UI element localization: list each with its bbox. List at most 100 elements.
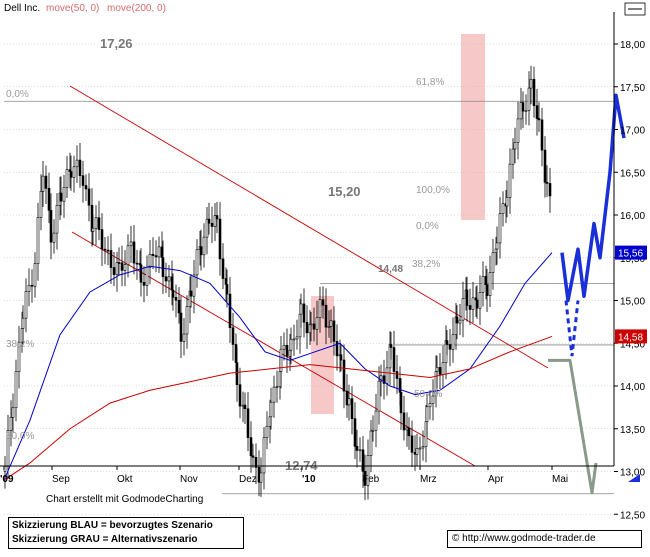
candle-body — [461, 298, 465, 321]
candle-body — [537, 118, 541, 121]
candle-body — [94, 217, 98, 229]
trend-line-lower — [71, 231, 476, 467]
candlesticks — [3, 65, 552, 501]
y-tick-label: 17,50 — [620, 83, 645, 94]
x-tick-label: Dez — [239, 474, 257, 485]
x-tick-label: '10 — [302, 474, 316, 485]
candle-body — [157, 246, 161, 258]
x-tick-label: Okt — [117, 474, 133, 485]
candle-body — [505, 197, 509, 207]
candle-body — [210, 222, 214, 227]
candle-body — [431, 395, 435, 404]
candle-body — [318, 299, 322, 318]
fib-label: 61,8% — [416, 77, 444, 88]
candle-body — [55, 205, 59, 234]
candle-body — [418, 447, 422, 450]
candle-body — [72, 166, 76, 178]
candle-body — [100, 229, 104, 250]
candle-body — [395, 371, 399, 379]
candle-body — [315, 317, 319, 330]
candle-body — [49, 210, 53, 243]
candle-body — [363, 471, 367, 486]
candle-body — [24, 291, 28, 319]
legend-ma50: move(50, 0) — [46, 3, 99, 14]
fib-label: 0,0% — [6, 89, 29, 100]
candle-body — [455, 316, 459, 324]
candle-body — [379, 375, 383, 382]
candle-body — [195, 249, 199, 276]
candle-body — [235, 362, 239, 385]
candle-body — [17, 341, 21, 372]
candle-body — [205, 218, 209, 238]
candle-body — [339, 354, 343, 361]
candle-body — [324, 304, 328, 328]
candle-body — [415, 448, 419, 455]
candle-body — [269, 401, 273, 418]
candle-body — [458, 319, 462, 324]
candle-body — [69, 171, 73, 178]
candle-body — [9, 417, 13, 431]
candle-body — [148, 253, 152, 268]
candle-body — [358, 449, 362, 452]
candle-body — [213, 215, 217, 227]
candle-body — [407, 427, 411, 437]
source-link[interactable]: © http://www.godmode-trader.de — [447, 530, 642, 548]
candle-body — [392, 347, 396, 372]
x-tick-label: Sep — [52, 474, 70, 485]
candle-body — [30, 284, 34, 287]
x-tick-label: Mrz — [420, 474, 437, 485]
candle-body — [238, 384, 242, 407]
candle-body — [516, 118, 520, 143]
candle-body — [52, 232, 56, 243]
candle-body — [524, 109, 528, 112]
candle-body — [109, 250, 113, 268]
candle-body — [272, 386, 276, 403]
candle-body — [347, 398, 351, 406]
scenario-gray-path — [548, 358, 598, 495]
x-tick-label: Feb — [362, 474, 380, 485]
candle-body — [465, 289, 469, 306]
candle-body — [228, 293, 232, 328]
candle-body — [332, 320, 336, 342]
candle-body — [295, 336, 299, 340]
trend-line-upper — [69, 85, 549, 369]
candle-body — [445, 340, 449, 345]
x-tick-label: Mai — [552, 474, 568, 485]
fib-label: 100,0% — [416, 185, 450, 196]
y-tick-label: 16,00 — [620, 211, 645, 222]
candle-body — [262, 437, 266, 474]
price-label: 17,26 — [100, 36, 133, 51]
candle-body — [329, 320, 333, 327]
candle-body — [177, 300, 181, 314]
candle-body — [399, 391, 403, 414]
price-grid — [4, 43, 614, 515]
fib-label: 50,0% — [414, 389, 442, 400]
scenario-sketches — [548, 93, 626, 495]
candle-body — [41, 175, 45, 192]
candle-body — [81, 175, 85, 186]
candle-body — [309, 323, 313, 326]
candle-body — [428, 403, 432, 408]
current-price-tag — [615, 245, 647, 260]
ma200-line — [3, 335, 553, 481]
candle-body — [389, 344, 393, 348]
candle-body — [299, 303, 303, 315]
candle-body — [112, 267, 116, 275]
candle-body — [167, 276, 171, 282]
candle-body — [246, 408, 250, 438]
candle-body — [279, 348, 283, 372]
candle-body — [321, 299, 325, 306]
x-tick-label: '09 — [0, 474, 14, 485]
candle-body — [249, 437, 253, 457]
candle-body — [327, 326, 331, 328]
candle-body — [179, 312, 183, 342]
candle-body — [182, 333, 186, 342]
candle-body — [21, 317, 25, 329]
candle-body — [202, 236, 206, 256]
price-label: 15,20 — [328, 184, 361, 199]
support-lines — [4, 100, 614, 495]
candle-body — [540, 119, 544, 151]
candle-body — [139, 264, 143, 283]
candle-body — [221, 258, 225, 279]
